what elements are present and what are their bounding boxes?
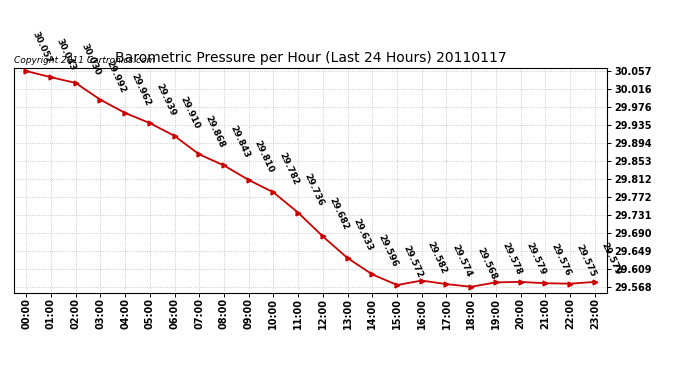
- Text: 29.568: 29.568: [475, 246, 498, 281]
- Text: 29.868: 29.868: [204, 114, 226, 149]
- Text: 29.910: 29.910: [179, 95, 201, 130]
- Text: 29.582: 29.582: [426, 240, 449, 275]
- Text: 29.682: 29.682: [327, 196, 350, 231]
- Text: 29.810: 29.810: [253, 139, 275, 174]
- Text: 29.939: 29.939: [154, 82, 177, 117]
- Text: 29.576: 29.576: [549, 242, 573, 278]
- Text: 29.782: 29.782: [277, 152, 300, 187]
- Text: 29.843: 29.843: [228, 124, 251, 160]
- Text: 29.574: 29.574: [451, 243, 473, 279]
- Text: 29.596: 29.596: [377, 234, 400, 269]
- Text: 29.579: 29.579: [525, 241, 548, 276]
- Text: 29.572: 29.572: [401, 244, 424, 279]
- Text: 29.736: 29.736: [302, 172, 325, 207]
- Text: 29.633: 29.633: [352, 217, 375, 252]
- Text: 29.579: 29.579: [599, 241, 622, 276]
- Title: Barometric Pressure per Hour (Last 24 Hours) 20110117: Barometric Pressure per Hour (Last 24 Ho…: [115, 51, 506, 65]
- Text: 29.578: 29.578: [500, 242, 523, 277]
- Text: 29.575: 29.575: [574, 243, 597, 278]
- Text: 30.030: 30.030: [80, 42, 102, 77]
- Text: 29.962: 29.962: [129, 72, 152, 107]
- Text: Copyright 2011 Cartronics.com: Copyright 2011 Cartronics.com: [14, 56, 155, 65]
- Text: 30.057: 30.057: [30, 30, 53, 66]
- Text: 29.992: 29.992: [104, 58, 128, 94]
- Text: 30.043: 30.043: [55, 37, 78, 72]
